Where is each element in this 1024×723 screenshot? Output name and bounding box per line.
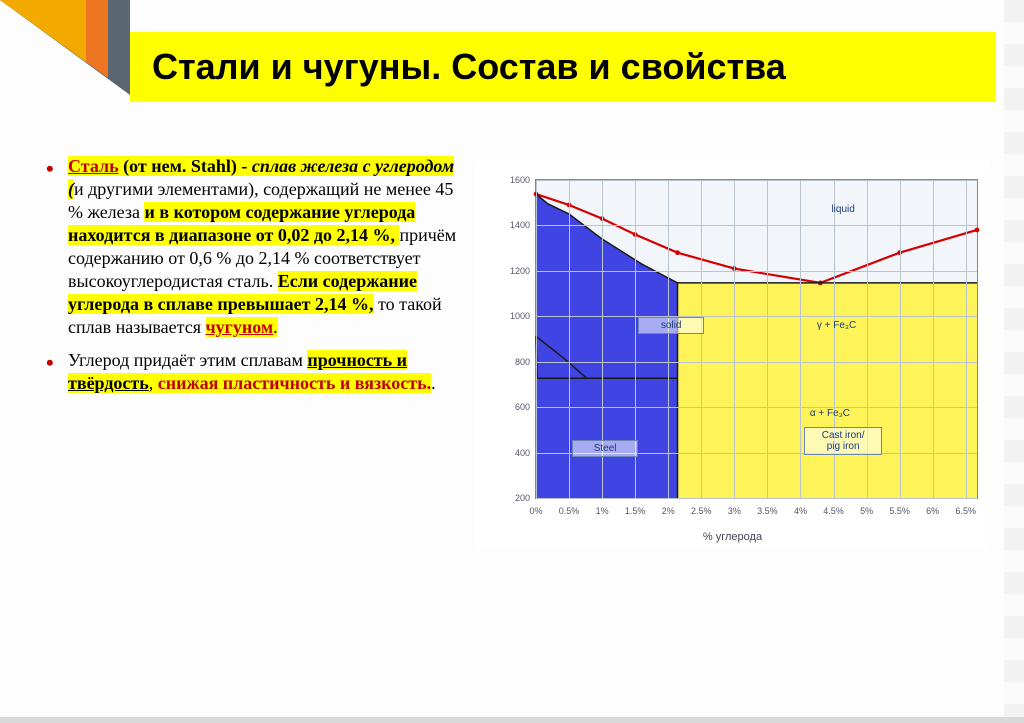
b1-txt-1: (от нем. Stahl) - bbox=[119, 156, 252, 176]
label-solid: solid bbox=[638, 317, 704, 334]
label-alpha-fe3c: α + Fe₃C bbox=[797, 408, 863, 419]
y-tick: 1000 bbox=[494, 311, 530, 321]
x-tick: 2.5% bbox=[691, 506, 712, 516]
x-tick: 0.5% bbox=[559, 506, 580, 516]
bottom-bar bbox=[0, 717, 1024, 723]
b2-txt-3: , bbox=[149, 373, 158, 393]
x-tick: 3.5% bbox=[757, 506, 778, 516]
x-tick: 6.5% bbox=[955, 506, 976, 516]
page-title: Стали и чугуны. Состав и свойства bbox=[152, 46, 786, 88]
x-tick: 1.5% bbox=[625, 506, 646, 516]
chart-container: 0% 0.5% 1% 1.5% 2% 2.5% 3% 3.5% 4% 4.5% 5% 5.5% 6% 6.… bbox=[475, 155, 996, 699]
bullet-1: Сталь (от нем. Stahl) - сплав железа с у… bbox=[40, 155, 457, 339]
x-tick: 4% bbox=[794, 506, 807, 516]
term-steel: Сталь bbox=[68, 156, 119, 176]
x-tick: 0% bbox=[529, 506, 542, 516]
b2-txt-4: снижая пластичность и вязкость. bbox=[158, 373, 431, 393]
x-tick: 2% bbox=[662, 506, 675, 516]
slide: Стали и чугуны. Состав и свойства Сталь … bbox=[0, 0, 1024, 723]
label-liquid: liquid bbox=[810, 204, 876, 215]
y-tick: 1400 bbox=[494, 220, 530, 230]
plot-area: 0%0.5%1%1.5%2%2.5%3%3.5%4%4.5%5%5.5%6%6.… bbox=[535, 179, 978, 499]
x-tick: 3% bbox=[728, 506, 741, 516]
body: Сталь (от нем. Stahl) - сплав железа с у… bbox=[40, 155, 996, 699]
title-band: Стали и чугуны. Состав и свойства bbox=[130, 32, 996, 102]
b2-txt-1: Углерод придаёт этим сплавам bbox=[68, 350, 307, 370]
y-tick: 800 bbox=[494, 357, 530, 367]
x-tick: 1% bbox=[596, 506, 609, 516]
b2-txt-5: . bbox=[431, 373, 436, 393]
label-castiron: Cast iron/pig iron bbox=[804, 427, 882, 455]
right-decorative-strip bbox=[1004, 0, 1024, 723]
y-tick: 200 bbox=[494, 493, 530, 503]
x-tick: 4.5% bbox=[823, 506, 844, 516]
b1-txt-8: . bbox=[273, 317, 278, 337]
bullet-2: Углерод придаёт этим сплавам прочность и… bbox=[40, 349, 457, 395]
label-steel: Steel bbox=[572, 440, 638, 457]
y-tick: 600 bbox=[494, 402, 530, 412]
x-tick: 5.5% bbox=[889, 506, 910, 516]
term-castiron: чугуном bbox=[206, 317, 274, 337]
corner-triangle-3 bbox=[0, 0, 86, 62]
y-tick: 1600 bbox=[494, 175, 530, 185]
x-tick: 6% bbox=[926, 506, 939, 516]
x-axis-title: % углерода bbox=[703, 531, 762, 543]
label-gamma-fe3c: γ + Fe₃C bbox=[804, 320, 870, 331]
x-tick: 5% bbox=[860, 506, 873, 516]
y-tick: 400 bbox=[494, 448, 530, 458]
y-tick: 1200 bbox=[494, 266, 530, 276]
fe-c-diagram: 0% 0.5% 1% 1.5% 2% 2.5% 3% 3.5% 4% 4.5% 5% 5.5% 6% 6.… bbox=[475, 161, 990, 549]
text-column: Сталь (от нем. Stahl) - сплав железа с у… bbox=[40, 155, 475, 699]
